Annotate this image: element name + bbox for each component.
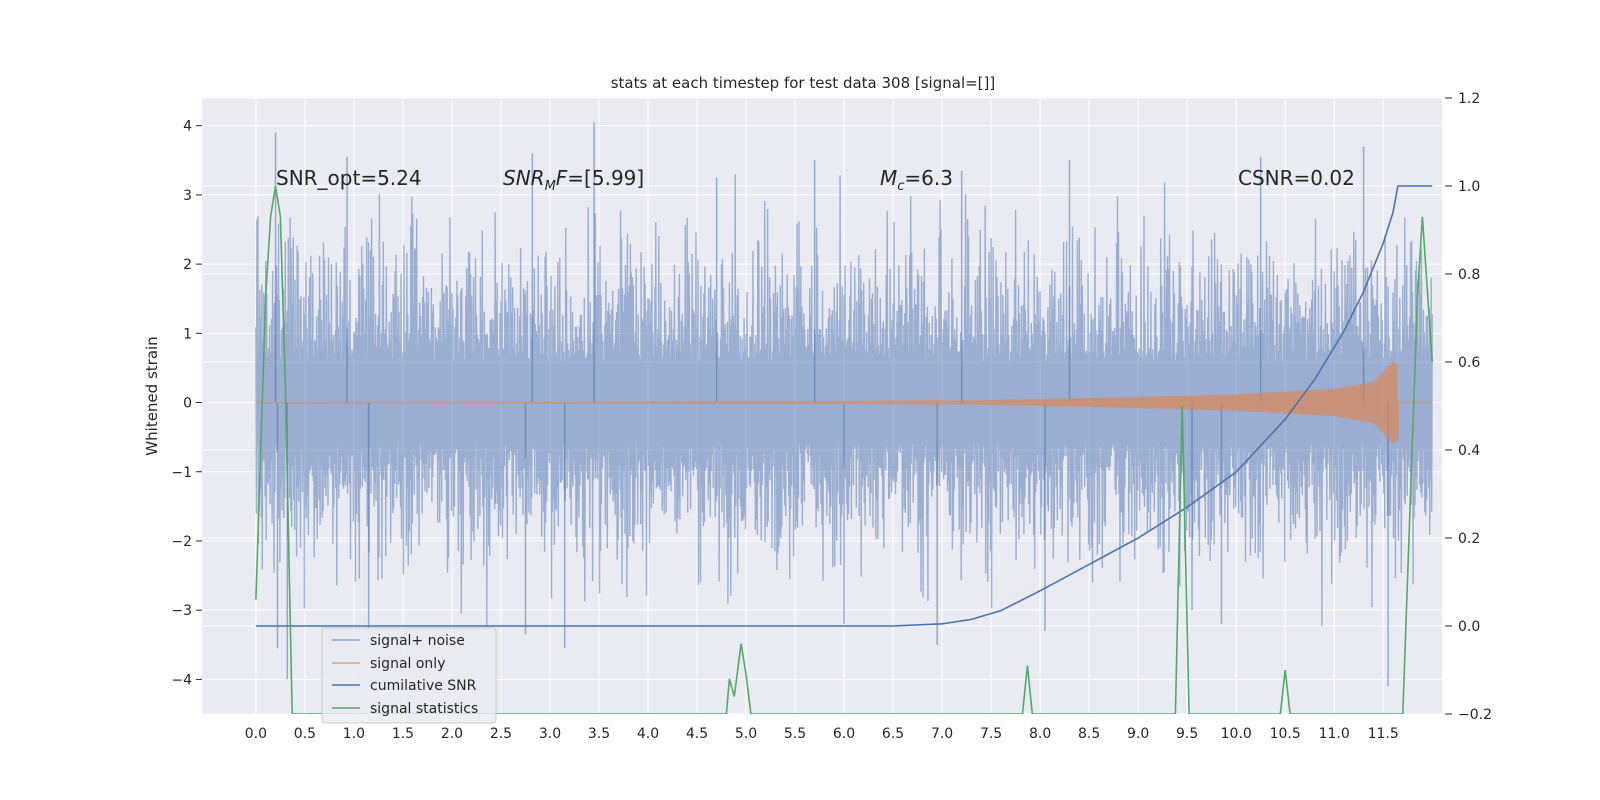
y-tick-label: −3 (171, 603, 192, 619)
annotation-mc-sub: c (897, 179, 904, 194)
x-tick-label: 10.0 (1221, 726, 1252, 742)
y-tick-label: 2 (183, 257, 192, 273)
x-tick-label: 7.5 (980, 726, 1002, 742)
legend-label-signal-statistics: signal statistics (370, 701, 478, 717)
x-tick-label: 7.0 (931, 726, 953, 742)
x-tick-label: 3.0 (539, 726, 561, 742)
y-tick-label: 3 (183, 188, 192, 204)
y2-tick-label: 0.4 (1458, 443, 1480, 459)
y-tick-label: 4 (183, 119, 192, 135)
annotation-mc: Mc=6.3 (880, 166, 953, 194)
series-signal-only (255, 361, 1433, 444)
legend: signal+ noise signal only cumilative SNR… (321, 627, 497, 724)
annotation-snr-mf-value: =[5.99] (567, 166, 644, 190)
x-tick-label: 9.0 (1127, 726, 1149, 742)
legend-label-signal-only: signal only (370, 656, 445, 672)
series-signal-noise (255, 122, 1433, 687)
legend-label-cumulative-snr: cumilative SNR (370, 678, 477, 694)
annotation-snr-mf-f: F (556, 166, 568, 190)
annotation-snr-opt: SNR_opt=5.24 (276, 166, 422, 190)
x-tick-label: 1.0 (343, 726, 365, 742)
x-tick-label: 0.0 (245, 726, 267, 742)
y-tick-label: −1 (171, 465, 192, 481)
chart-title: stats at each timestep for test data 308… (611, 74, 996, 92)
legend-box (321, 627, 497, 724)
y2-tick-label: −0.2 (1458, 707, 1492, 723)
series-cumulative-snr (255, 185, 1433, 627)
y2-tick-label: 1.2 (1458, 91, 1480, 107)
x-tick-label: 5.5 (784, 726, 806, 742)
y2-tick-label: 0.8 (1458, 267, 1480, 283)
signal-trace (255, 361, 1433, 444)
x-tick-label: 0.5 (294, 726, 316, 742)
x-tick-label: 2.0 (441, 726, 463, 742)
y-tick-label: 1 (183, 326, 192, 342)
y2-tick-label: 1.0 (1458, 179, 1480, 195)
x-tick-label: 6.0 (833, 726, 855, 742)
legend-label-signal-noise: signal+ noise (370, 633, 465, 649)
annotation-snr-mf: SNRMF=[5.99] (503, 166, 644, 194)
signal-statistics-line (255, 185, 1433, 714)
x-tick-label: 4.5 (686, 726, 708, 742)
x-tick-label: 11.5 (1368, 726, 1399, 742)
annotation-snr-mf-main: SNR (503, 166, 545, 190)
x-tick-label: 8.5 (1078, 726, 1100, 742)
series-signal-statistics (255, 185, 1433, 714)
y-tick-label: −2 (171, 534, 192, 550)
cumulative-snr-line (255, 185, 1433, 627)
x-tick-label: 2.5 (490, 726, 512, 742)
y2-axis-ticks: 1.2 1.0 0.8 0.6 0.4 0.2 0.0 −0.2 (1445, 91, 1492, 723)
y2-tick-label: 0.0 (1458, 619, 1480, 635)
y-axis-label: Whitened strain (143, 336, 161, 455)
x-tick-label: 6.5 (882, 726, 904, 742)
annotation-mc-value: =6.3 (904, 166, 953, 190)
noise-trace (255, 174, 1433, 627)
y2-tick-label: 0.2 (1458, 531, 1480, 547)
y-axis-ticks: 4 3 2 1 0 −1 −2 −3 −4 (171, 119, 202, 688)
x-tick-label: 9.5 (1176, 726, 1198, 742)
x-tick-label: 1.5 (392, 726, 414, 742)
annotation-snr-mf-sub: M (545, 179, 556, 194)
x-tick-label: 10.5 (1270, 726, 1301, 742)
y2-tick-label: 0.6 (1458, 355, 1480, 371)
x-axis-ticks: 0.0 0.5 1.0 1.5 2.0 2.5 3.0 3.5 4.0 4.5 5.0 5.5 6.0 6… (245, 726, 1399, 742)
x-tick-label: 11.0 (1319, 726, 1350, 742)
annotation-csnr: CSNR=0.02 (1238, 166, 1355, 190)
y-tick-label: 0 (183, 396, 192, 412)
annotations: SNR_opt=5.24 SNRMF=[5.99] Mc=6.3 CSNR=0.… (276, 166, 1355, 194)
x-tick-label: 3.5 (588, 726, 610, 742)
x-tick-label: 5.0 (735, 726, 757, 742)
y-tick-label: −4 (171, 672, 192, 688)
x-tick-label: 4.0 (637, 726, 659, 742)
annotation-mc-main: M (880, 166, 897, 190)
x-tick-label: 8.0 (1029, 726, 1051, 742)
